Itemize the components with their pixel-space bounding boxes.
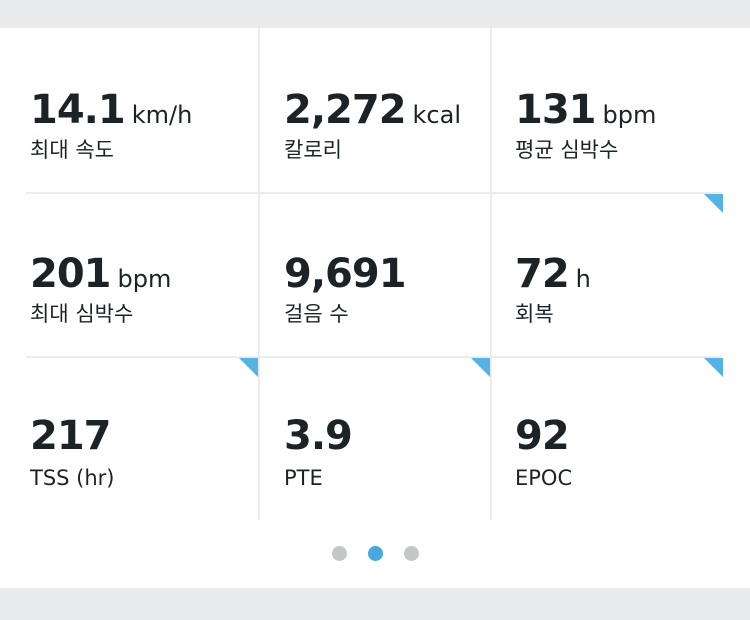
page-dot-active[interactable]: [368, 546, 383, 561]
stat-label: PTE: [284, 466, 323, 490]
stat-value-row: 217: [30, 416, 111, 456]
info-corner-marker: [471, 358, 490, 377]
stat-value-row: 14.1 km/h: [30, 90, 192, 130]
stat-label: 최대 속도: [30, 138, 114, 162]
stat-max-heart-rate[interactable]: 201 bpm 최대 심박수: [0, 194, 258, 356]
info-corner-marker: [239, 358, 258, 377]
row-divider: [26, 192, 722, 194]
stat-unit: bpm: [602, 101, 657, 129]
page-indicator: [0, 543, 750, 563]
row-divider: [26, 356, 722, 358]
stat-unit: km/h: [131, 101, 193, 129]
info-corner-marker: [704, 194, 723, 213]
info-corner-marker: [704, 358, 723, 377]
stat-value: 131: [515, 87, 596, 133]
stat-max-speed[interactable]: 14.1 km/h 최대 속도: [0, 28, 258, 192]
stat-unit: bpm: [117, 265, 172, 293]
stat-unit: h: [575, 265, 591, 293]
stat-value: 217: [30, 413, 111, 459]
stat-pte[interactable]: 3.9 PTE: [260, 358, 490, 520]
stat-label: EPOC: [515, 466, 573, 490]
stat-label: 평균 심박수: [515, 138, 619, 162]
stat-value: 9,691: [284, 251, 407, 297]
stat-tss[interactable]: 217 TSS (hr): [0, 358, 258, 520]
stat-value-row: 9,691: [284, 251, 407, 297]
stat-value-row: 3.9: [284, 413, 353, 459]
stat-recovery[interactable]: 72 h 회복: [492, 194, 750, 356]
page-dot[interactable]: [332, 546, 347, 561]
column-divider: [258, 28, 260, 520]
stat-value: 3.9: [284, 413, 353, 459]
stat-value: 92: [515, 413, 570, 459]
stat-value-row: 92: [515, 413, 570, 459]
stat-label: TSS (hr): [30, 466, 115, 490]
stat-label: 칼로리: [284, 138, 342, 162]
stat-value: 2,272: [284, 87, 407, 133]
stat-value: 72: [515, 251, 570, 297]
stat-label: 최대 심박수: [30, 302, 134, 326]
column-divider: [490, 28, 492, 520]
stat-unit: kcal: [412, 101, 461, 129]
stat-epoc[interactable]: 92 EPOC: [492, 358, 750, 520]
stats-grid: 14.1 km/h 최대 속도 2,272 kcal 칼로리 131 bpm 평균 심…: [0, 28, 750, 520]
stat-value: 201: [30, 251, 111, 297]
stat-steps[interactable]: 9,691 걸음 수: [260, 194, 490, 356]
stats-card: 14.1 km/h 최대 속도 2,272 kcal 칼로리 131 bpm 평균 심…: [0, 28, 750, 588]
page-dot[interactable]: [404, 546, 419, 561]
stat-value: 14.1: [30, 87, 126, 133]
stat-avg-heart-rate[interactable]: 131 bpm 평균 심박수: [492, 28, 750, 192]
stat-value-row: 131 bpm: [515, 90, 656, 130]
stat-value-row: 2,272 kcal: [284, 90, 461, 130]
stat-label: 걸음 수: [284, 302, 349, 326]
stat-value-row: 72 h: [515, 254, 591, 294]
stat-label: 회복: [515, 302, 554, 326]
stat-value-row: 201 bpm: [30, 254, 171, 294]
stat-calories[interactable]: 2,272 kcal 칼로리: [260, 28, 490, 192]
